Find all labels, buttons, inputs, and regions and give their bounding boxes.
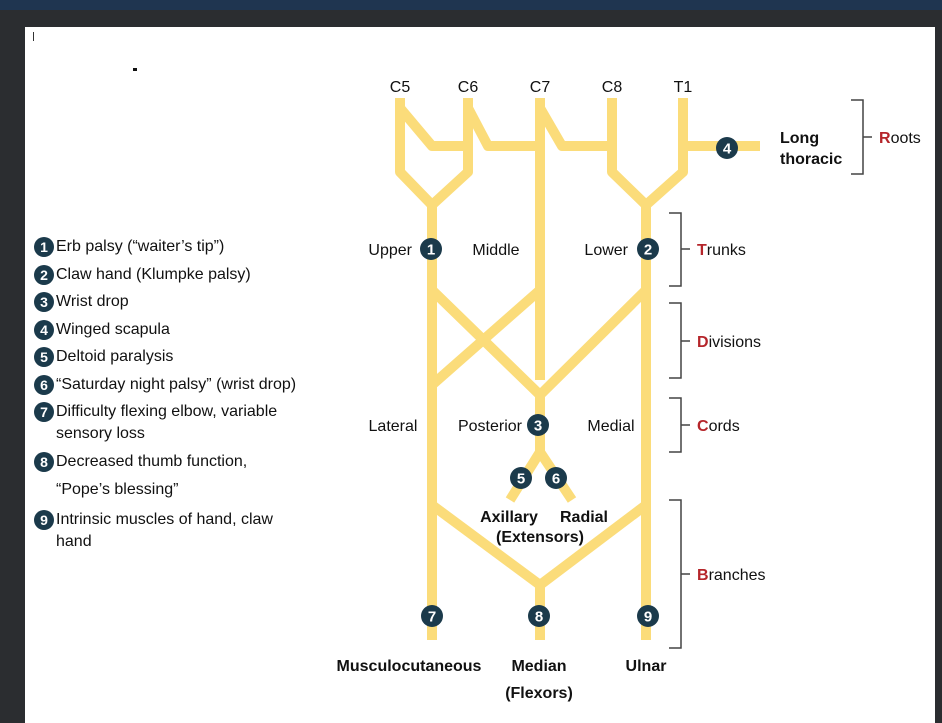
legend-number-badge: 9 [34,510,54,530]
root-t1 [642,98,688,209]
legend-text: Claw hand (Klumpke palsy) [56,265,251,283]
long-thoracic-label-line2: thoracic [780,151,842,168]
level-label-trunks: Trunks [697,242,746,259]
svg-text:6: 6 [552,471,560,488]
bracket-trunks [669,212,690,287]
injury-marker-3: 3 [527,414,549,436]
legend-text: “Saturday night palsy” (wrist drop) [56,375,297,393]
bracket-divisions [669,302,690,379]
svg-text:3: 3 [534,418,542,435]
text-cursor [33,32,34,41]
legend-text-line: hand [56,533,92,550]
middle-to-lateral [428,286,544,389]
lateral-to-median [429,500,543,590]
legend-text: Decreased thumb function, “Pope’s blessin… [56,448,354,504]
legend-number-badge: 7 [34,402,54,422]
svg-text:7: 7 [428,609,436,626]
legend-number-badge: 4 [34,319,54,340]
root-label-c8: C8 [602,79,623,96]
branch-label-radial: Radial [560,509,608,526]
bracket-cords [669,397,690,453]
legend-number-badge: 8 [34,451,54,472]
c5-c6-shortcut [396,104,468,151]
branch-label-ulnar: Ulnar [626,658,667,675]
branch-label-median: Median [511,658,566,675]
level-label-cords: Cords [697,418,740,435]
trunk-label-middle: Middle [472,242,519,259]
level-label-divisions: Divisions [697,334,761,351]
branch-label-musculocutaneous: Musculocutaneous [337,658,482,675]
injury-marker-1: 1 [420,238,442,260]
legend-item: 6 “Saturday night palsy” (wrist drop) [34,374,354,396]
trunk-label-upper: Upper [368,242,412,259]
svg-text:4: 4 [723,141,732,158]
legend-item: 9 Intrinsic muscles of hand, claw hand [34,509,354,553]
root-label-c6: C6 [458,79,479,96]
injury-marker-9: 9 [637,605,659,627]
legend-item: 1 Erb palsy (“waiter’s tip”) [34,236,354,258]
legend-item: 2 Claw hand (Klumpke palsy) [34,264,354,286]
trunk-label-lower: Lower [584,242,628,259]
root-label-c7: C7 [530,79,551,96]
bracket-roots [851,99,872,175]
injury-legend: 1 Erb palsy (“waiter’s tip”) 2 Claw hand… [34,236,354,559]
svg-text:1: 1 [427,242,435,259]
root-c6 [428,98,473,209]
injury-marker-4: 4 [716,137,738,159]
nerve-pathways [395,98,760,640]
injury-marker-5: 5 [510,467,532,489]
cord-label-posterior: Posterior [458,418,523,435]
root-label-t1: T1 [674,79,693,96]
legend-item: 7 Difficulty flexing elbow, variable sens… [34,401,354,445]
legend-number-badge: 6 [34,374,54,395]
medial-to-median [536,501,650,589]
branch-label-axillary: Axillary [480,509,538,526]
injury-marker-8: 8 [528,605,550,627]
legend-text: Erb palsy (“waiter’s tip”) [56,238,225,255]
c7-branch [535,105,612,151]
bracket-branches [669,499,690,649]
legend-item: 8 Decreased thumb function, “Pope’s bless… [34,451,354,504]
level-label-roots: Roots [879,130,921,147]
svg-text:8: 8 [535,609,543,626]
legend-text: Winged scapula [56,320,170,338]
svg-text:5: 5 [517,471,525,488]
window-title-bar [0,0,942,10]
legend-item: 5 Deltoid paralysis [34,346,354,368]
legend-text: Intrinsic muscles of hand, claw hand [56,509,354,553]
legend-item: 3 Wrist drop [34,291,354,313]
injury-marker-7: 7 [421,605,443,627]
legend-number-badge: 1 [34,237,54,257]
legend-text-line: “Pope’s blessing” [56,480,179,498]
cord-label-lateral: Lateral [369,418,418,435]
long-thoracic-label-line1: Long [780,130,819,147]
lower-to-posterior [536,286,650,399]
branch-label-flexors: (Flexors) [505,685,573,702]
injury-marker-2: 2 [637,238,659,260]
content-panel [25,27,935,723]
svg-text:9: 9 [644,609,652,626]
injury-marker-6: 6 [545,467,567,489]
legend-text-line: Intrinsic muscles of hand, claw [56,511,273,528]
legend-text-line: Difficulty flexing elbow, variable [56,403,278,420]
legend-text: Deltoid paralysis [56,348,174,365]
legend-text-line: Decreased thumb function, [56,452,248,470]
root-c8 [607,98,650,209]
svg-text:2: 2 [644,242,652,259]
legend-text: Wrist drop [56,293,129,310]
root-c5 [395,98,436,209]
root-label-c5: C5 [390,79,411,96]
stray-mark [133,68,137,71]
level-label-branches: Branches [697,567,765,584]
c6-branch-left [463,103,540,151]
legend-text-line: sensory loss [56,425,145,442]
cord-label-medial: Medial [587,418,634,435]
legend-text: Difficulty flexing elbow, variable sensor… [56,401,354,445]
legend-number-badge: 2 [34,264,54,285]
branch-label-extensors: (Extensors) [496,529,584,546]
legend-item: 4 Winged scapula [34,319,354,341]
legend-number-badge: 5 [34,347,54,367]
legend-number-badge: 3 [34,292,54,312]
